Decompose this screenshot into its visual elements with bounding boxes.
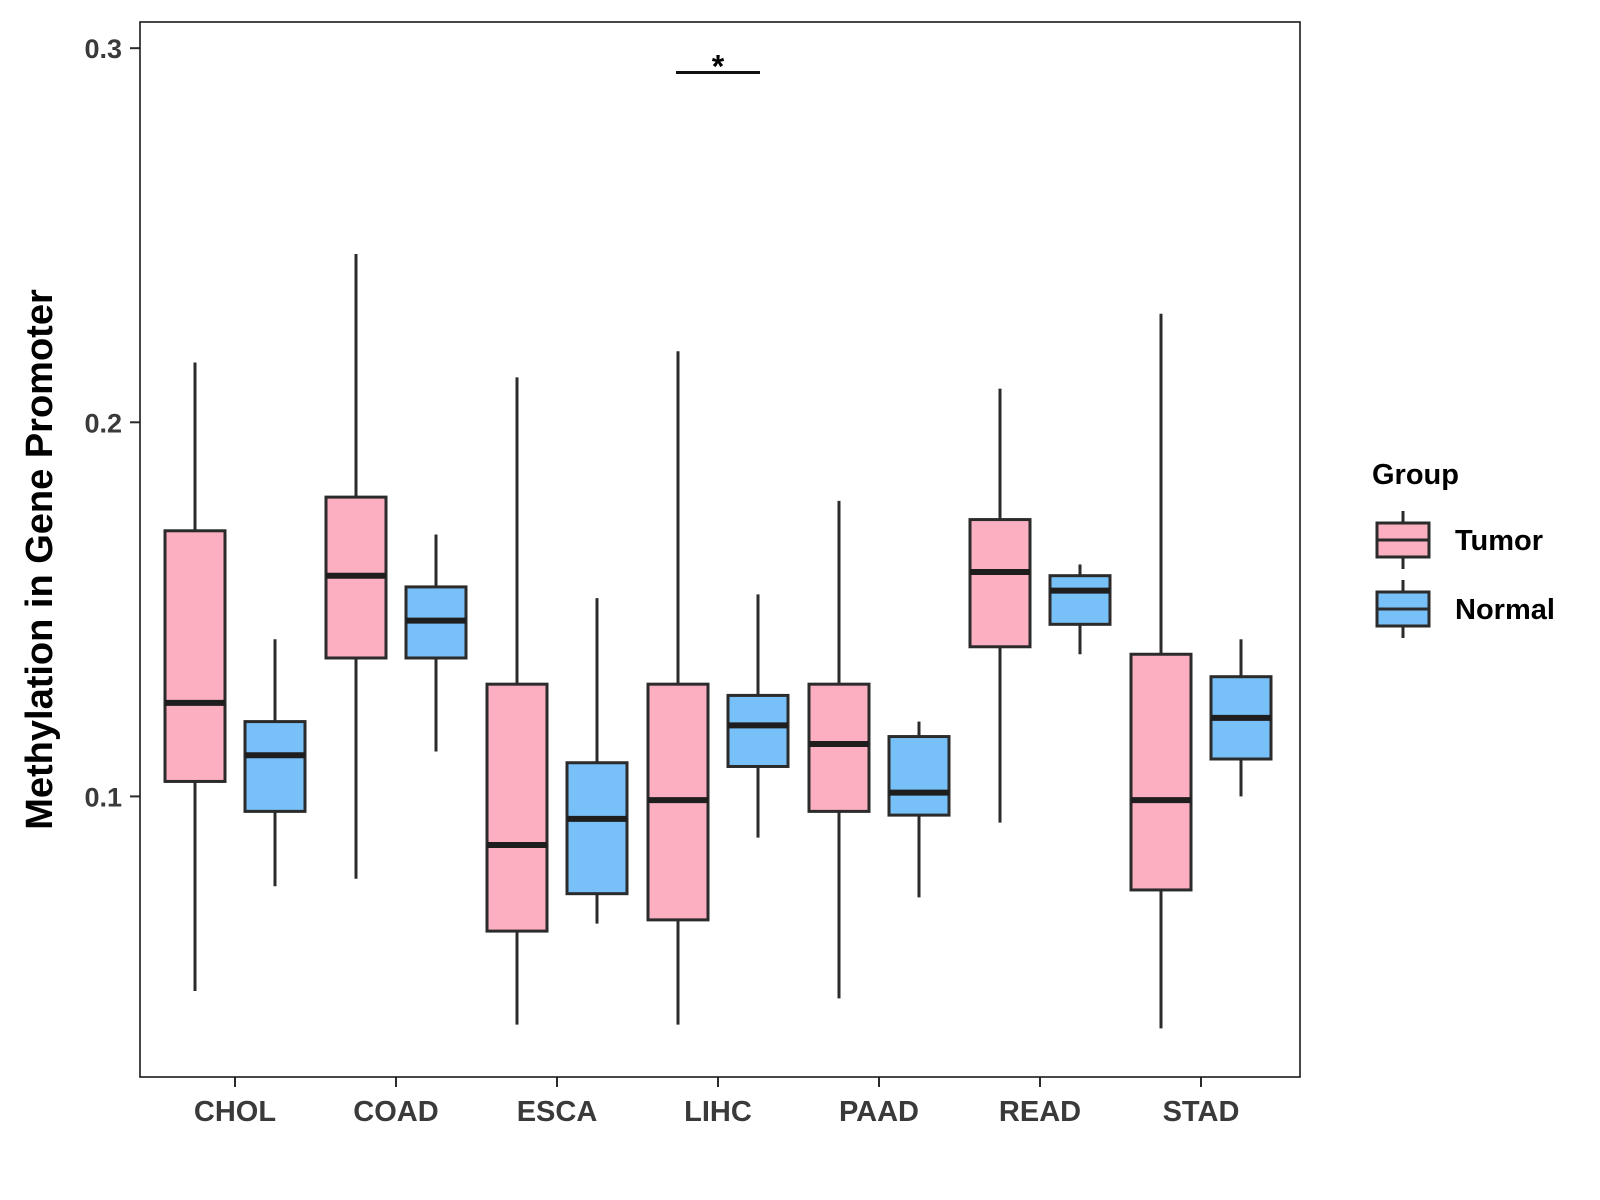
x-tick-label: READ [999,1096,1081,1128]
box-iqr [485,682,549,933]
box-tumor-chol [163,362,227,991]
x-ticks-layer: CHOL COAD ESCA LIHC PAAD READ STAD [194,1077,1239,1128]
box-iqr [807,682,871,813]
y-tick-label: 0.1 [84,782,122,812]
x-tick-label: ESCA [517,1096,598,1128]
legend-item-tumor: Tumor [1375,511,1543,569]
box-normal-lihc [726,594,790,838]
box-iqr [968,518,1032,649]
box-iqr [887,735,951,817]
box-iqr [1129,652,1193,892]
y-axis-title: Methylation in Gene Promoter [19,289,61,830]
box-tumor-paad [807,500,871,999]
box-iqr [243,720,307,813]
x-tick-label: PAAD [839,1096,919,1128]
y-tick-label: 0.3 [84,34,122,64]
box-iqr [1048,574,1112,626]
box-normal-coad [404,534,468,752]
box-normal-stad [1209,639,1273,797]
box-tumor-coad [324,253,388,879]
box-tumor-esca [485,377,549,1025]
x-tick-label: COAD [353,1096,438,1128]
x-tick-label: LIHC [684,1096,752,1128]
box-iqr [163,529,227,783]
legend-label: Tumor [1455,525,1543,557]
box-normal-paad [887,721,951,898]
x-tick-label: STAD [1163,1096,1240,1128]
box-normal-read [1048,564,1112,655]
significance-label: * [712,49,725,85]
legend-entries: Tumor Normal [1375,511,1555,638]
box-iqr [726,693,790,768]
y-tick-label: 0.2 [84,408,122,438]
legend: Group Tumor Normal [1372,459,1555,638]
legend-title: Group [1372,459,1459,491]
annotations-layer: * [676,49,760,85]
box-tumor-stad [1129,313,1193,1029]
plot-panel-border [139,21,1301,1078]
box-normal-esca [565,598,629,924]
legend-label: Normal [1455,594,1555,626]
box-normal-chol [243,639,307,887]
legend-item-normal: Normal [1375,580,1555,638]
box-iqr [565,761,629,896]
y-ticks-layer: 0.1 0.2 0.3 [84,34,140,812]
boxes-layer [163,253,1273,1029]
x-tick-label: CHOL [194,1096,276,1128]
box-tumor-read [968,388,1032,823]
box-tumor-lihc [646,351,710,1025]
